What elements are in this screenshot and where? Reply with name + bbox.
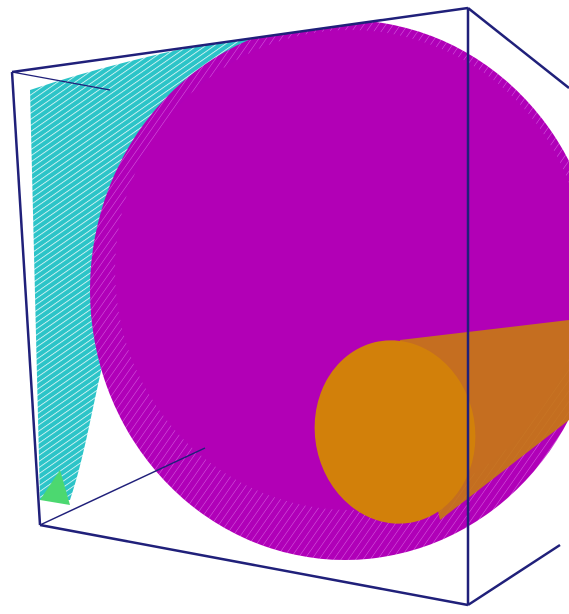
- point-cloud: [30, 20, 569, 560]
- box-edge: [11, 6, 469, 74]
- box-edge: [39, 523, 469, 607]
- cyan-region: [30, 30, 330, 500]
- bounding-box: [10, 6, 569, 607]
- green-fringe: [40, 470, 70, 505]
- box-edge-back: [11, 71, 111, 91]
- box-edge-back: [39, 447, 206, 526]
- box-edge: [467, 543, 561, 607]
- box-edge: [10, 71, 42, 526]
- orange-cylinder-cap: [314, 340, 476, 524]
- box-edge: [467, 7, 569, 89]
